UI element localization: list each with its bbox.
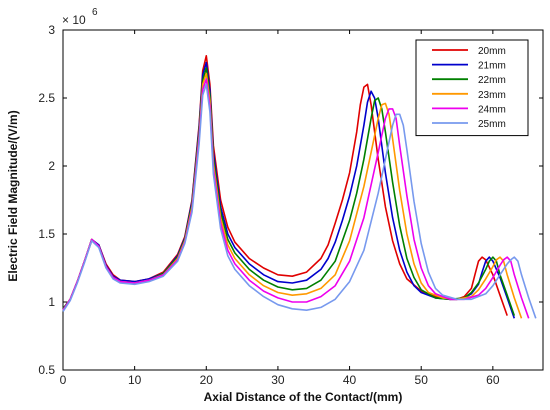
- x-tick-label: 10: [128, 373, 142, 387]
- y-tick-label: 1.5: [38, 227, 55, 241]
- y-tick-label: 2.5: [38, 91, 55, 105]
- legend-label-25mm: 25mm: [478, 119, 506, 130]
- series-line-24mm: [62, 78, 530, 319]
- x-tick-label: 60: [486, 373, 500, 387]
- y-tick-label: 0.5: [38, 363, 55, 377]
- legend-box: [415, 39, 529, 137]
- legend-label-21mm: 21mm: [478, 61, 506, 72]
- x-tick-label: 30: [271, 373, 285, 387]
- y-exponent-power: 6: [92, 7, 98, 18]
- x-tick-label: 0: [60, 373, 67, 387]
- x-tick-label: 50: [415, 373, 429, 387]
- x-tick-label: 20: [200, 373, 214, 387]
- legend-label-20mm: 20mm: [478, 46, 506, 57]
- legend-label-23mm: 23mm: [478, 90, 506, 101]
- y-tick-label: 1: [48, 295, 55, 309]
- axes: 0 10 20 30 40 50 60 0.5 1 1.5 2 2.5 3: [38, 23, 543, 387]
- legend: 20mm 21mm 22mm 23mm 24mm 25mm: [415, 39, 529, 137]
- y-tick-label: 3: [48, 23, 55, 37]
- series-layer: [62, 54, 537, 319]
- x-tick-label: 40: [343, 373, 357, 387]
- y-axis-label: Electric Field Magnitude/(V/m): [6, 110, 20, 281]
- legend-label-22mm: 22mm: [478, 75, 506, 86]
- x-axis-label: Axial Distance of the Contact/(mm): [204, 390, 403, 404]
- legend-label-24mm: 24mm: [478, 104, 506, 115]
- y-tick-label: 2: [48, 159, 55, 173]
- series-line-25mm: [62, 83, 537, 319]
- y-exponent-base: × 10: [62, 13, 86, 27]
